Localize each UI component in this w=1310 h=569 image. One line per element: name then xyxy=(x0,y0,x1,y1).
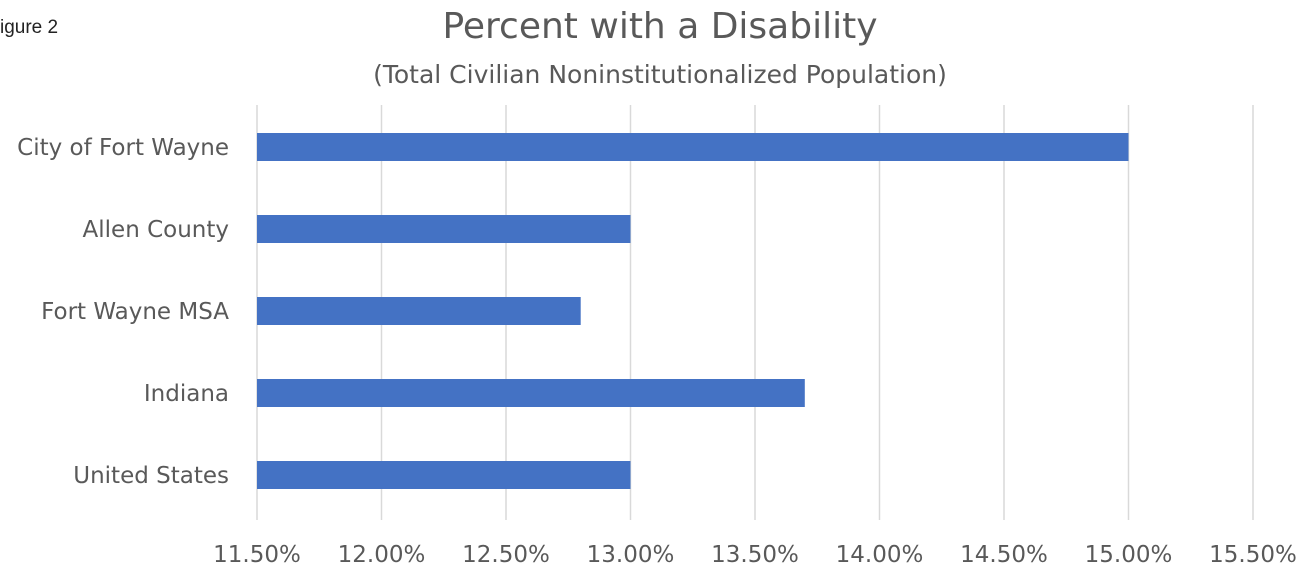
category-label: Allen County xyxy=(83,217,229,243)
bar xyxy=(257,215,631,243)
x-tick-label: 14.50% xyxy=(960,542,1048,568)
bar xyxy=(257,461,631,489)
x-axis-tick-labels: 11.50% 12.00% 12.50% 13.00% 13.50% 14.00% 14.5… xyxy=(213,542,1297,568)
bar xyxy=(257,297,581,325)
x-tick-label: 13.00% xyxy=(587,542,675,568)
chart-title: Percent with a Disability xyxy=(442,6,877,47)
bars xyxy=(257,133,1129,489)
x-tick-label: 15.00% xyxy=(1085,542,1173,568)
bar xyxy=(257,133,1129,161)
category-label: Indiana xyxy=(144,381,229,407)
category-labels: City of Fort Wayne Allen County Fort Wayne… xyxy=(17,135,229,489)
chart-subtitle: (Total Civilian Noninstitutionalized Pop… xyxy=(373,60,947,89)
x-tick-label: 11.50% xyxy=(213,542,301,568)
category-label: Fort Wayne MSA xyxy=(41,299,229,325)
x-tick-label: 13.50% xyxy=(711,542,799,568)
x-tick-label: 12.00% xyxy=(338,542,426,568)
category-label: United States xyxy=(73,463,229,489)
x-tick-label: 12.50% xyxy=(462,542,550,568)
figure-label: igure 2 xyxy=(0,17,58,38)
x-tick-label: 14.00% xyxy=(836,542,924,568)
category-label: City of Fort Wayne xyxy=(17,135,229,161)
x-tick-label: 15.50% xyxy=(1209,542,1297,568)
gridlines xyxy=(256,105,1254,520)
bar xyxy=(257,379,805,407)
